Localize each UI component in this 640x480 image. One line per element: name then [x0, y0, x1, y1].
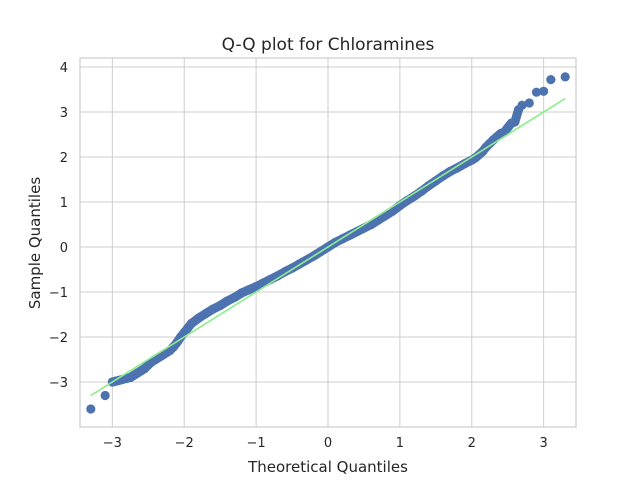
y-tick-label: 1 [60, 196, 68, 211]
data-point [244, 285, 254, 295]
data-point [510, 117, 520, 127]
data-point [546, 75, 556, 85]
y-tick-label: −3 [49, 376, 68, 391]
grid [80, 58, 576, 427]
x-tick-label: 2 [468, 436, 476, 451]
data-point [273, 271, 283, 281]
x-tick-labels: −3 −2 −1 0 1 2 3 [103, 436, 548, 451]
data-point [194, 313, 204, 323]
data-point [560, 72, 570, 82]
data-point [416, 186, 427, 196]
y-tick-label: 3 [60, 106, 68, 121]
x-tick-label: −1 [247, 436, 266, 451]
y-tick-label: −1 [49, 286, 68, 301]
data-point [459, 159, 470, 169]
plot-frame [79, 57, 577, 428]
data-points [86, 72, 570, 414]
x-tick-label: −2 [175, 436, 194, 451]
y-axis-label: Sample Quantiles [26, 177, 44, 309]
data-point [237, 288, 247, 298]
data-point [201, 309, 211, 319]
data-point [215, 300, 225, 311]
data-point [229, 292, 240, 302]
y-tick-label: 2 [60, 151, 68, 166]
chart-title: Q-Q plot for Chloramines [222, 35, 435, 55]
data-point [539, 86, 549, 96]
y-tick-label: 0 [60, 241, 68, 256]
x-tick-label: −3 [103, 436, 122, 451]
y-tick-labels: −3 −2 −1 0 1 2 3 4 [49, 61, 68, 391]
x-tick-label: 3 [540, 436, 548, 451]
x-tick-label: 1 [396, 436, 404, 451]
reference-line-overlay [90, 97, 566, 397]
y-tick-label: 4 [60, 61, 68, 76]
y-tick-label: −2 [49, 331, 68, 346]
data-point [531, 87, 542, 97]
data-point [524, 98, 534, 108]
x-axis-label: Theoretical Quantiles [247, 458, 408, 476]
data-point [352, 227, 362, 237]
data-point [100, 390, 110, 401]
data-point [251, 282, 261, 292]
x-tick-label: 0 [324, 436, 332, 451]
data-point [280, 267, 290, 277]
data-point [222, 296, 232, 306]
data-point [186, 318, 197, 329]
data-point [208, 304, 218, 314]
data-point [86, 404, 96, 414]
data-point [517, 100, 527, 110]
